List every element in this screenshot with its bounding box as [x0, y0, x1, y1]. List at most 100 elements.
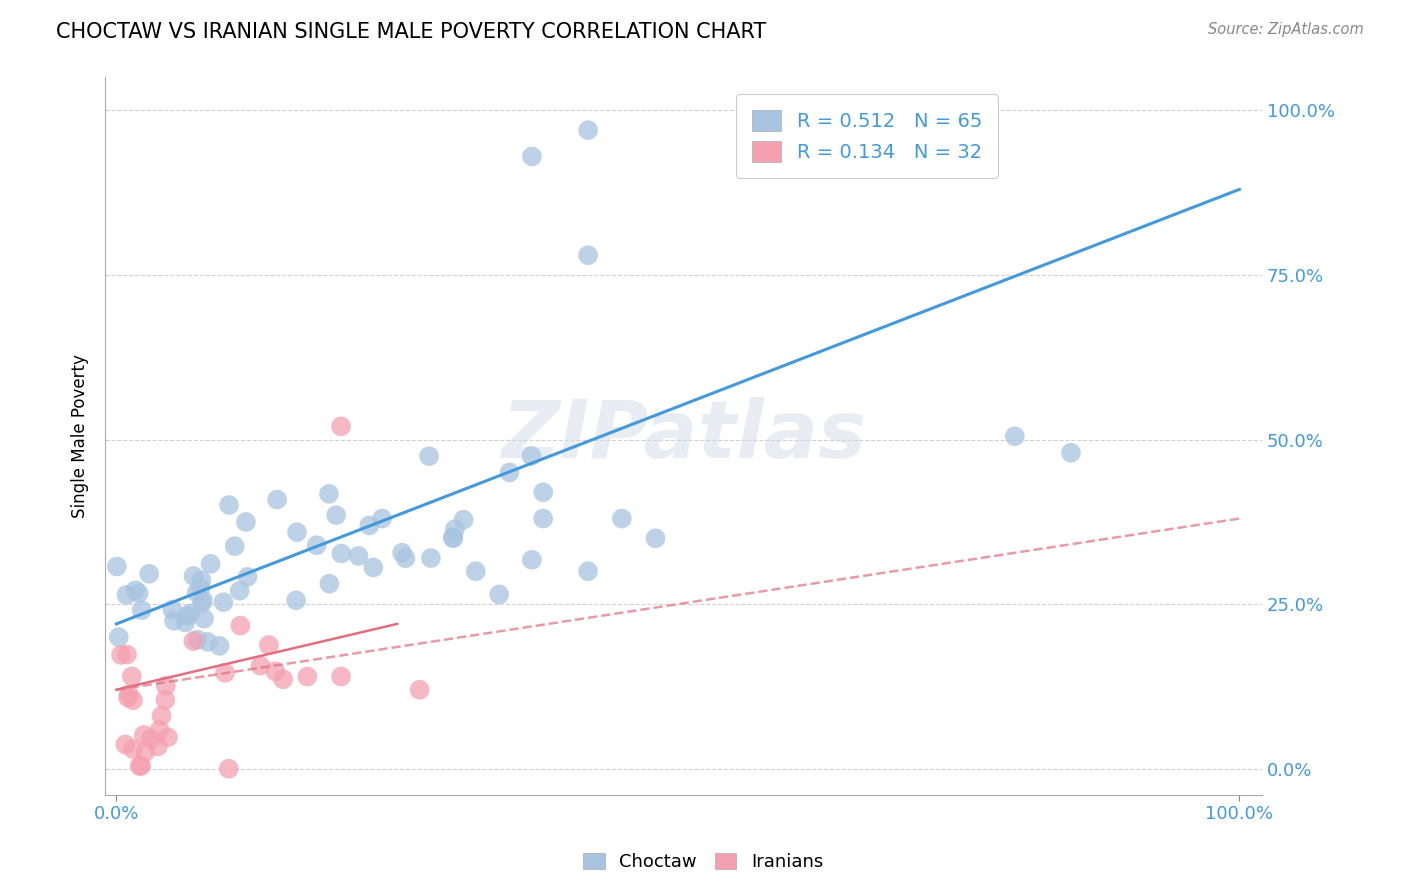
Point — [179, 607, 201, 621]
Y-axis label: Single Male Poverty: Single Male Poverty — [72, 354, 89, 518]
Point — [576, 248, 599, 262]
Point — [610, 511, 633, 525]
Point — [138, 566, 160, 581]
Point — [257, 638, 280, 652]
Point — [441, 530, 464, 544]
Point — [285, 593, 308, 607]
Point — [576, 564, 599, 578]
Point — [200, 557, 222, 571]
Point — [235, 515, 257, 529]
Point — [122, 742, 145, 756]
Point — [644, 531, 666, 545]
Point — [318, 487, 340, 501]
Point — [131, 603, 153, 617]
Point — [208, 639, 231, 653]
Point — [190, 574, 212, 588]
Point — [236, 570, 259, 584]
Point — [330, 669, 353, 683]
Point — [186, 632, 208, 647]
Point — [135, 745, 157, 759]
Point — [271, 673, 294, 687]
Point — [121, 669, 143, 683]
Text: CHOCTAW VS IRANIAN SINGLE MALE POVERTY CORRELATION CHART: CHOCTAW VS IRANIAN SINGLE MALE POVERTY C… — [56, 22, 766, 42]
Point — [150, 709, 173, 723]
Point — [115, 648, 138, 662]
Point — [190, 581, 212, 595]
Point — [186, 585, 208, 599]
Point — [576, 123, 599, 137]
Point — [155, 693, 177, 707]
Point — [148, 723, 170, 737]
Point — [391, 546, 413, 560]
Point — [249, 658, 271, 673]
Point — [347, 549, 370, 563]
Point — [325, 508, 347, 522]
Point — [371, 511, 394, 525]
Point — [124, 583, 146, 598]
Point — [419, 551, 441, 566]
Point — [162, 602, 184, 616]
Point — [197, 635, 219, 649]
Point — [139, 731, 162, 746]
Point — [363, 560, 385, 574]
Text: Source: ZipAtlas.com: Source: ZipAtlas.com — [1208, 22, 1364, 37]
Point — [129, 759, 152, 773]
Point — [105, 559, 128, 574]
Point — [229, 583, 252, 598]
Point — [408, 682, 430, 697]
Point — [110, 648, 132, 662]
Point — [114, 738, 136, 752]
Point — [531, 511, 554, 525]
Point — [1004, 429, 1026, 443]
Point — [359, 518, 381, 533]
Point — [224, 539, 246, 553]
Point — [163, 614, 186, 628]
Point — [441, 531, 464, 545]
Point — [330, 419, 353, 434]
Point — [498, 466, 520, 480]
Point — [520, 149, 543, 163]
Point — [1060, 446, 1083, 460]
Point — [520, 553, 543, 567]
Point — [520, 449, 543, 463]
Legend: Choctaw, Iranians: Choctaw, Iranians — [575, 846, 831, 879]
Point — [107, 630, 129, 644]
Point — [183, 569, 205, 583]
Point — [305, 538, 328, 552]
Point — [214, 665, 236, 680]
Point — [444, 522, 467, 536]
Point — [191, 596, 214, 610]
Point — [264, 665, 287, 679]
Point — [418, 449, 440, 463]
Point — [115, 588, 138, 602]
Point — [176, 608, 198, 623]
Point — [212, 595, 235, 609]
Point — [128, 759, 150, 773]
Text: ZIPatlas: ZIPatlas — [501, 397, 866, 475]
Point — [193, 612, 215, 626]
Point — [394, 551, 416, 566]
Point — [118, 687, 141, 701]
Point — [531, 485, 554, 500]
Point — [218, 762, 240, 776]
Point — [117, 690, 139, 705]
Point — [183, 634, 205, 648]
Point — [266, 492, 288, 507]
Point — [297, 669, 319, 683]
Point — [285, 525, 308, 540]
Point — [128, 586, 150, 600]
Point — [122, 693, 145, 707]
Point — [453, 513, 475, 527]
Point — [174, 615, 197, 630]
Point — [229, 618, 252, 632]
Point — [488, 587, 510, 601]
Point — [155, 679, 177, 693]
Point — [318, 576, 340, 591]
Point — [146, 739, 169, 754]
Legend: R = 0.512   N = 65, R = 0.134   N = 32: R = 0.512 N = 65, R = 0.134 N = 32 — [737, 95, 998, 178]
Point — [191, 593, 214, 607]
Point — [330, 547, 353, 561]
Point — [132, 728, 155, 742]
Point — [218, 498, 240, 512]
Point — [157, 730, 180, 744]
